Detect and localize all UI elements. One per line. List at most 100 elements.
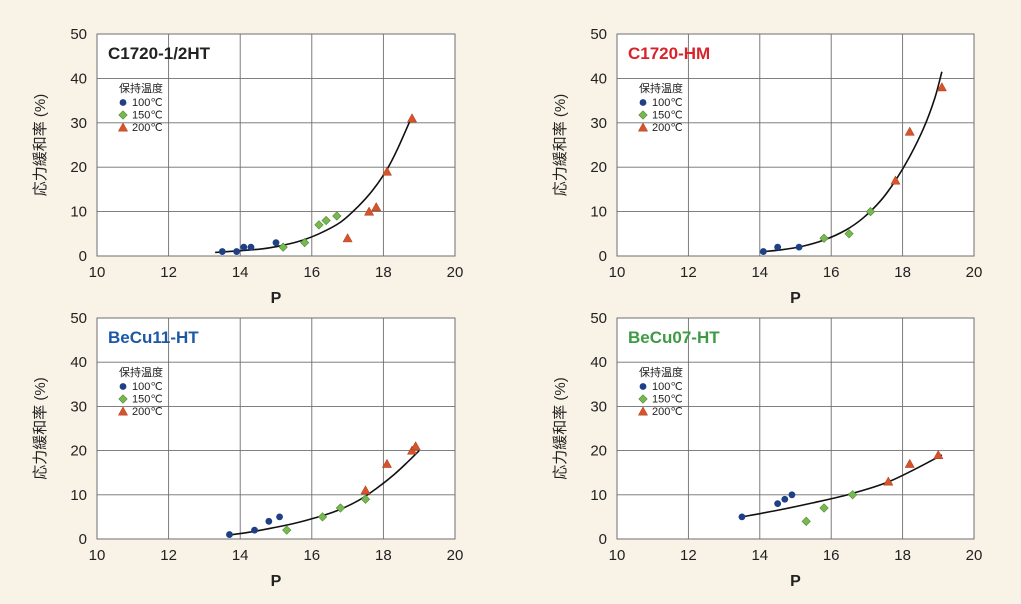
x-tick-label: 10 — [609, 264, 626, 281]
data-point — [795, 243, 803, 251]
y-tick-label: 20 — [70, 443, 87, 460]
plot-frame — [96, 317, 456, 540]
data-point — [321, 215, 331, 226]
x-tick-label: 20 — [966, 547, 983, 564]
data-point — [342, 233, 353, 243]
y-tick-label: 50 — [70, 26, 87, 43]
legend-label: 200℃ — [652, 406, 683, 418]
legend-title: 保持温度 — [639, 365, 683, 379]
x-tick-label: 20 — [447, 547, 464, 564]
y-tick-label: 40 — [70, 354, 87, 371]
data-point — [819, 503, 829, 513]
x-tick-label: 14 — [232, 264, 249, 281]
data-point — [371, 202, 382, 212]
plot-area — [97, 318, 455, 539]
legend-label: 100℃ — [132, 381, 163, 393]
data-point — [360, 494, 371, 504]
data-point — [410, 441, 421, 451]
x-tick-label: 20 — [447, 264, 464, 281]
data-point — [844, 229, 854, 239]
x-tick-label: 12 — [160, 547, 177, 564]
data-point — [278, 242, 288, 252]
legend-marker — [638, 394, 648, 404]
x-tick-label: 10 — [89, 547, 106, 564]
data-point — [774, 500, 782, 508]
x-tick-label: 12 — [680, 547, 697, 564]
y-tick-label: 0 — [599, 531, 607, 548]
plot-area — [97, 34, 455, 256]
legend-marker — [117, 122, 129, 132]
x-tick-label: 12 — [680, 264, 697, 281]
data-point — [865, 206, 876, 217]
x-tick-label: 18 — [894, 547, 911, 564]
legend-label: 100℃ — [652, 381, 683, 393]
y-tick-label: 30 — [590, 398, 607, 415]
data-point — [381, 166, 393, 176]
y-axis-label: 応力緩和率 (%) — [32, 94, 49, 197]
x-tick-label: 14 — [232, 547, 249, 564]
data-point — [904, 126, 915, 136]
legend-marker — [119, 383, 127, 390]
chart-title: C1720-HM — [628, 44, 710, 63]
legend-label: 150℃ — [132, 110, 163, 122]
data-point — [738, 513, 746, 521]
data-point — [300, 238, 310, 248]
data-point — [247, 243, 255, 251]
fit-curve — [215, 115, 413, 254]
plot-frame — [96, 33, 456, 257]
y-tick-label: 40 — [590, 354, 607, 371]
legend-marker — [638, 110, 648, 120]
data-point — [314, 220, 324, 230]
x-tick-label: 16 — [303, 264, 320, 281]
data-point — [282, 525, 292, 535]
data-point — [936, 82, 947, 92]
legend-label: 100℃ — [652, 97, 683, 109]
x-axis-label: P — [271, 290, 282, 307]
y-axis-label: 応力緩和率 (%) — [552, 377, 569, 480]
y-tick-label: 30 — [70, 115, 87, 132]
x-tick-label: 18 — [894, 264, 911, 281]
x-tick-label: 10 — [609, 547, 626, 564]
legend-marker — [119, 99, 127, 106]
y-tick-label: 50 — [590, 310, 607, 327]
data-point — [251, 526, 258, 534]
y-tick-label: 10 — [70, 487, 87, 504]
legend-marker — [117, 406, 129, 416]
y-tick-label: 0 — [599, 248, 607, 265]
legend-label: 200℃ — [652, 122, 683, 134]
data-point — [407, 113, 418, 123]
data-point — [890, 175, 901, 185]
legend-marker — [637, 406, 649, 416]
data-point — [781, 495, 789, 503]
data-point — [847, 490, 858, 500]
x-tick-label: 16 — [823, 264, 840, 281]
x-tick-label: 18 — [375, 264, 392, 281]
legend-label: 200℃ — [132, 406, 163, 418]
fit-curve — [229, 450, 420, 536]
legend-marker — [639, 383, 647, 390]
data-point — [364, 206, 375, 216]
y-tick-label: 30 — [590, 115, 607, 132]
legend-label: 150℃ — [652, 394, 683, 406]
legend-title: 保持温度 — [639, 81, 683, 95]
legend-marker — [639, 99, 647, 106]
plot-area — [617, 318, 974, 539]
data-point — [883, 476, 894, 486]
data-point — [226, 531, 233, 538]
y-tick-label: 20 — [70, 159, 87, 176]
data-point — [360, 485, 371, 495]
data-point — [317, 512, 328, 522]
y-tick-label: 10 — [590, 204, 607, 221]
chart-title: BeCu07-HT — [628, 328, 720, 347]
legend-label: 200℃ — [132, 122, 163, 134]
data-point — [933, 449, 944, 459]
data-point — [218, 248, 226, 255]
data-point — [759, 248, 767, 255]
legend-label: 150℃ — [652, 110, 683, 122]
y-axis-label: 応力緩和率 (%) — [32, 377, 49, 480]
data-point — [381, 458, 393, 468]
data-point — [819, 233, 829, 243]
